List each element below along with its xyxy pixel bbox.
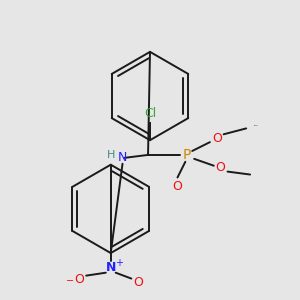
Text: O: O [74,273,84,286]
Text: O: O [172,180,182,193]
Text: P: P [183,148,191,162]
Text: H: H [106,150,115,160]
Text: N: N [118,152,127,164]
Text: O: O [133,276,143,289]
Text: O: O [216,161,226,174]
Text: methyl: methyl [254,125,259,126]
Text: +: + [115,258,123,268]
Text: Cl: Cl [144,106,156,120]
Text: −: − [66,275,75,286]
Text: N: N [106,261,116,274]
Text: O: O [212,132,222,145]
